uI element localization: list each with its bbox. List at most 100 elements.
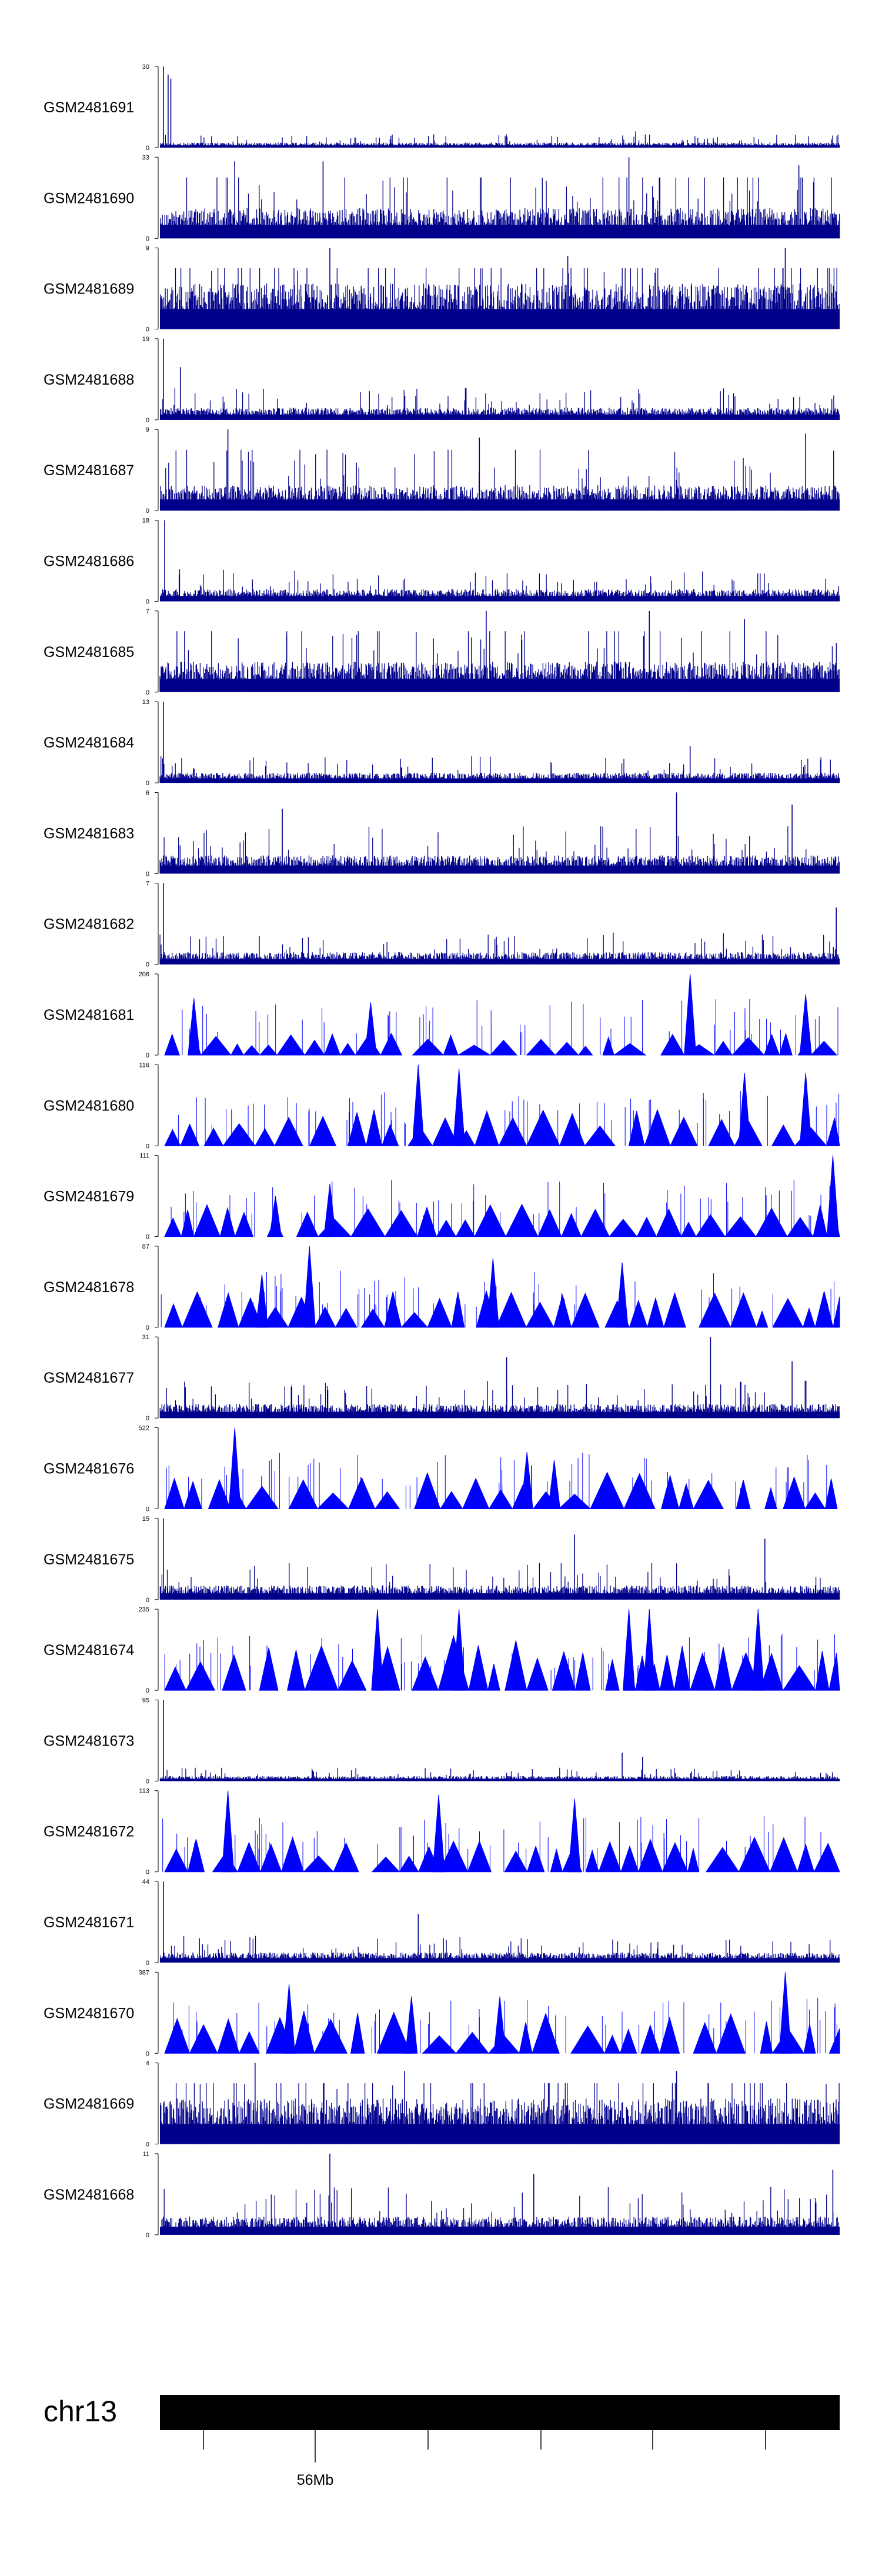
track-GSM2481686: GSM2481686 18 0	[44, 518, 840, 606]
y-min-tick-label: 0	[146, 1687, 149, 1694]
signal-bars	[159, 631, 840, 692]
chromosome-axis: chr13 56Mb	[44, 2395, 840, 2488]
signal-spikes	[164, 2011, 840, 2054]
signal-bars	[160, 2083, 840, 2144]
signal-peaks	[163, 1518, 766, 1600]
signal-needles	[182, 999, 838, 1055]
signal-needles	[166, 1453, 827, 1509]
y-max-tick-label: 522	[139, 1425, 149, 1432]
y-max-tick-label: 31	[142, 1334, 149, 1341]
signal-needles	[171, 1180, 830, 1237]
signal-bars	[160, 268, 840, 329]
signal-bars	[160, 177, 840, 239]
y-min-tick-label: 0	[146, 1052, 149, 1059]
track-GSM2481679: GSM2481679 111 0	[44, 1153, 840, 1241]
y-max-tick-label: 113	[139, 1788, 149, 1795]
y-min-tick-label: 0	[146, 962, 149, 969]
signal-tracks: GSM2481691300GSM2481690330GSM248168990GS…	[44, 64, 840, 2239]
signal-peaks	[486, 610, 745, 692]
track-label: GSM2481673	[44, 1733, 134, 1749]
track-GSM2481682: GSM2481682 7 0	[44, 880, 840, 969]
y-max-tick-label: 387	[139, 1969, 149, 1976]
y-min-tick-label: 0	[146, 1506, 149, 1513]
track-GSM2481675: GSM2481675 15 0	[44, 1516, 840, 1604]
signal-bars	[159, 1380, 840, 1419]
y-min-tick-label: 0	[146, 145, 149, 152]
signal-peaks	[412, 1065, 812, 1146]
y-min-tick-label: 0	[146, 780, 149, 787]
signal-bars	[160, 2187, 840, 2235]
signal-peaks	[163, 66, 636, 148]
signal-peaks	[269, 1155, 839, 1237]
track-GSM2481684: GSM2481684 13 0	[44, 699, 840, 787]
signal-peaks	[227, 429, 806, 511]
y-max-tick-label: 95	[142, 1697, 149, 1704]
signal-peaks	[255, 1246, 629, 1328]
track-label: GSM2481688	[44, 372, 134, 388]
y-max-tick-label: 18	[142, 518, 149, 525]
track-GSM2481669: GSM2481669 4 0	[44, 2060, 840, 2148]
track-GSM2481685: GSM2481685 7 0	[44, 608, 840, 696]
track-label: GSM2481670	[44, 2005, 134, 2021]
track-GSM2481690: GSM2481690 33 0	[44, 154, 840, 242]
y-max-tick-label: 206	[139, 971, 149, 978]
track-label: GSM2481669	[44, 2096, 134, 2113]
track-GSM2481689: GSM2481689 9 0	[44, 245, 840, 333]
track-label: GSM2481671	[44, 1914, 134, 1931]
y-max-tick-label: 19	[142, 336, 149, 343]
signal-needles	[178, 1091, 840, 1146]
track-GSM2481680: GSM2481680 116 0	[44, 1062, 840, 1150]
track-label: GSM2481683	[44, 825, 134, 842]
y-min-tick-label: 0	[146, 1234, 149, 1241]
signal-peaks	[329, 2153, 834, 2235]
y-min-tick-label: 0	[146, 1324, 149, 1332]
y-min-tick-label: 0	[146, 870, 149, 877]
track-label: GSM2481687	[44, 462, 134, 479]
y-max-tick-label: 87	[142, 1243, 149, 1250]
y-max-tick-label: 111	[139, 1153, 149, 1160]
y-min-tick-label: 0	[146, 508, 149, 515]
track-GSM2481673: GSM2481673 95 0	[44, 1697, 840, 1785]
y-min-tick-label: 0	[146, 2232, 149, 2239]
signal-peaks	[234, 157, 800, 239]
track-label: GSM2481676	[44, 1461, 134, 1477]
y-min-tick-label: 0	[146, 417, 149, 424]
signal-base-band	[160, 596, 840, 602]
track-GSM2481670: GSM2481670 387 0	[44, 1969, 840, 2057]
track-label: GSM2481677	[44, 1370, 134, 1386]
y-min-tick-label: 0	[146, 1597, 149, 1604]
signal-bars	[160, 449, 840, 511]
chromosome-ideogram	[160, 2395, 840, 2430]
y-max-tick-label: 33	[142, 154, 149, 161]
signal-peaks	[282, 792, 793, 874]
track-label: GSM2481690	[44, 190, 134, 206]
y-max-tick-label: 15	[142, 1516, 149, 1523]
signal-peaks	[163, 1700, 643, 1781]
position-tick-label: 56Mb	[297, 2472, 334, 2488]
signal-spikes	[164, 1203, 840, 1237]
signal-bars	[159, 932, 840, 965]
track-label: GSM2481678	[44, 1279, 134, 1296]
y-min-tick-label: 0	[146, 599, 149, 606]
track-GSM2481677: GSM2481677 31 0	[44, 1334, 840, 1422]
chromosome-label: chr13	[44, 2395, 117, 2428]
signal-peaks	[163, 338, 181, 420]
signal-bars	[160, 569, 840, 602]
track-label: GSM2481686	[44, 553, 134, 570]
y-min-tick-label: 0	[146, 1960, 149, 1967]
track-label: GSM2481681	[44, 1007, 134, 1023]
y-min-tick-label: 0	[146, 1778, 149, 1785]
y-min-tick-label: 0	[146, 1869, 149, 1876]
y-max-tick-label: 7	[146, 608, 149, 615]
track-label: GSM2481691	[44, 99, 134, 116]
y-min-tick-label: 0	[146, 1143, 149, 1150]
track-label: GSM2481668	[44, 2187, 134, 2203]
signal-peaks	[506, 1337, 793, 1419]
y-max-tick-label: 4	[146, 2060, 149, 2067]
track-GSM2481688: GSM2481688 19 0	[44, 336, 840, 424]
y-max-tick-label: 11	[143, 2151, 149, 2158]
signal-bars	[160, 388, 840, 420]
track-label: GSM2481672	[44, 1824, 134, 1840]
y-max-tick-label: 13	[142, 699, 149, 706]
